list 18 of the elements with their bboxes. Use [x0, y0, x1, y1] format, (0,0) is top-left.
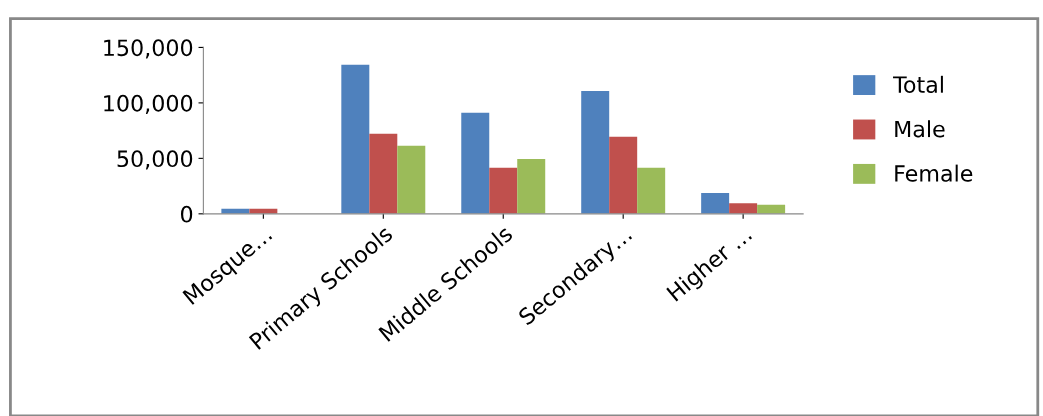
bar	[581, 91, 610, 214]
legend-label: Female	[895, 164, 973, 182]
legend-label: Male	[895, 120, 945, 138]
bar	[489, 167, 518, 214]
y-tick-label: 150,000	[104, 39, 193, 59]
bar	[341, 64, 370, 214]
bar	[397, 145, 426, 214]
bar	[701, 193, 730, 214]
legend-label: Total	[893, 75, 943, 94]
bar	[369, 133, 398, 214]
bar	[517, 159, 546, 214]
bar	[461, 112, 490, 214]
y-tick-label: 0	[180, 205, 193, 223]
bar	[637, 167, 666, 214]
y-tick-label: 100,000	[104, 94, 193, 114]
y-tick-label: 50,000	[117, 150, 193, 170]
bar	[609, 136, 638, 214]
bar	[729, 203, 758, 214]
